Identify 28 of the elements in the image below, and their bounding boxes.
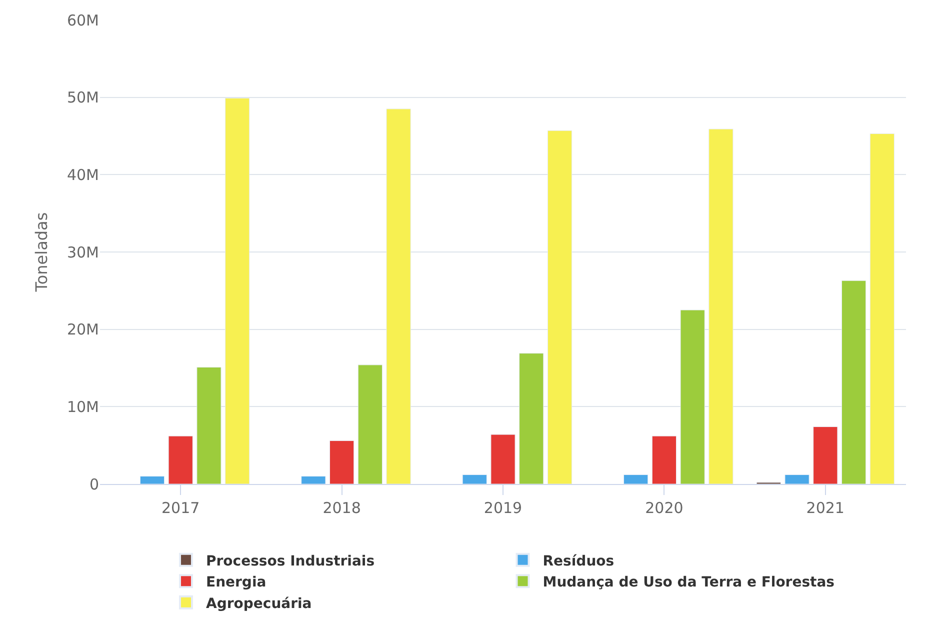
- bar: [490, 434, 516, 484]
- legend-label: Processos Industriais: [206, 553, 375, 570]
- y-tick-label: 50M: [66, 88, 99, 107]
- legend-label: Agropecuária: [206, 596, 312, 612]
- bar: [462, 474, 487, 484]
- x-tick-label: 2021: [806, 499, 844, 517]
- y-axis-title: Toneladas: [32, 212, 51, 293]
- bar: [140, 476, 165, 484]
- bar: [329, 440, 354, 484]
- legend-label: Resíduos: [542, 553, 614, 570]
- x-tick-label: 2018: [322, 499, 361, 517]
- x-tick-label: 2017: [162, 499, 200, 517]
- y-tick-label: 0: [89, 475, 99, 494]
- y-tick-label: 40M: [66, 166, 99, 184]
- bar: [301, 476, 326, 484]
- bar: [813, 426, 838, 484]
- y-tick-label: 20M: [66, 320, 99, 339]
- legend-label: Energia: [206, 574, 266, 591]
- bar: [652, 436, 677, 484]
- bar: [624, 474, 648, 484]
- bar: [784, 474, 810, 484]
- y-tick-label: 10M: [66, 398, 99, 416]
- bar: [168, 436, 193, 484]
- x-tick-label: 2020: [645, 499, 684, 517]
- x-tick-label: 2019: [484, 499, 522, 517]
- legend-label: Mudança de Uso da Terra e Florestas: [542, 574, 835, 591]
- y-tick-label: 60M: [66, 11, 99, 30]
- y-tick-label: 30M: [66, 243, 99, 262]
